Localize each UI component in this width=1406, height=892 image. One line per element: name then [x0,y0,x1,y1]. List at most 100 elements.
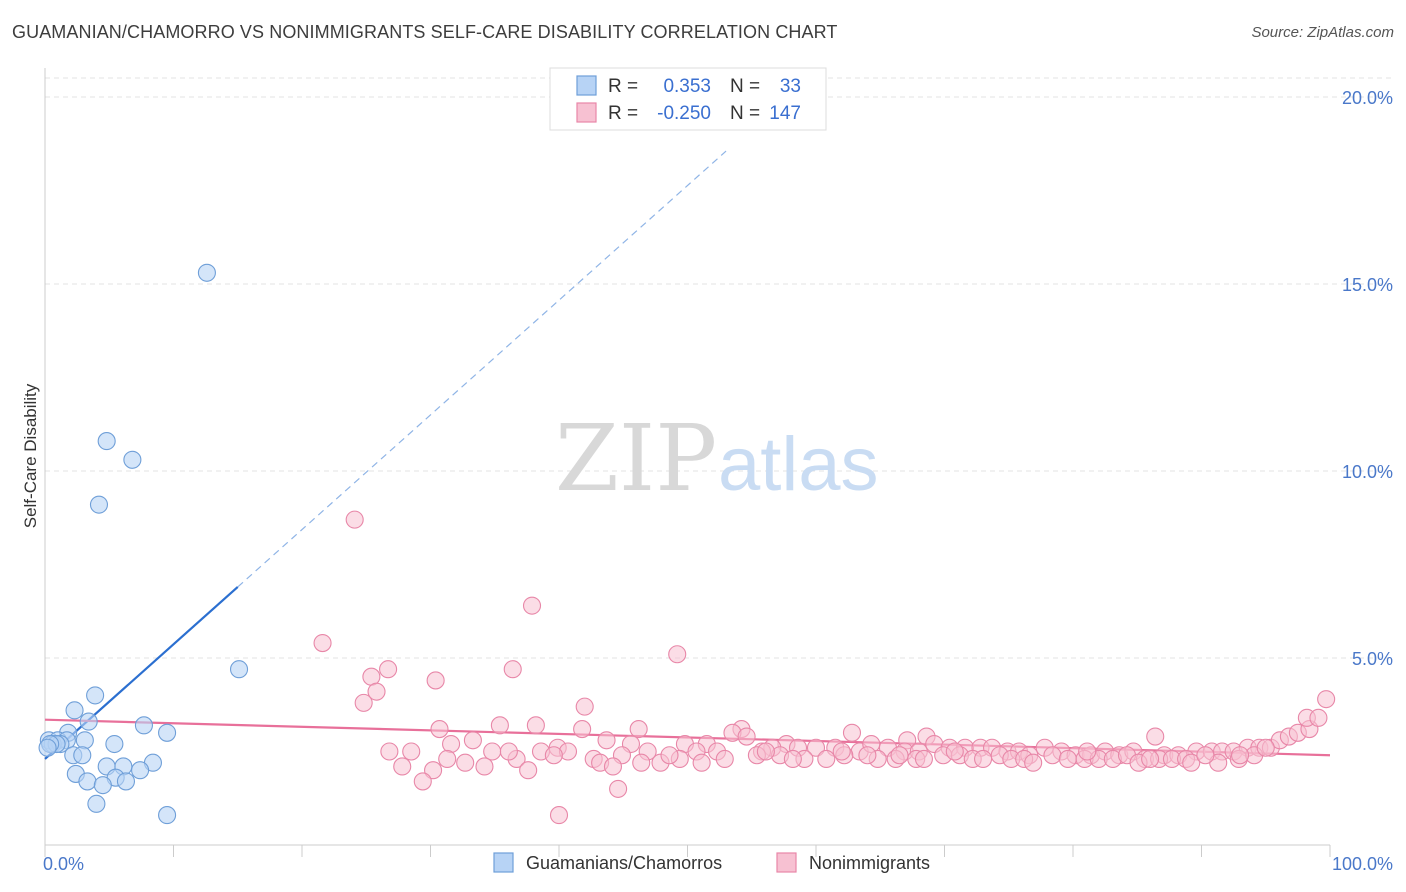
nonimmigrants-point-14 [573,720,592,739]
nonimmigrants-point-72 [402,742,421,761]
nonimmigrants-point-24 [463,731,482,750]
guamanian-trend-line [44,586,239,760]
legend-n-value-2: 147 [769,103,801,124]
watermark-zip: ZIP [555,405,717,512]
nonimmigrants-point-135 [973,749,993,769]
guamanian-point-7 [79,712,98,731]
legend-swatch-blue [576,75,597,96]
grid-lines [45,77,1395,659]
legend-r-label-2: R = [608,103,638,124]
nonimmigrants-point-73 [456,753,475,772]
nonimmigrants-point-84 [715,749,734,769]
guamanian-point-19 [105,734,124,754]
legend-bottom-swatch-blue [493,852,514,873]
nonimmigrants-point-3 [668,645,687,664]
nonimmigrants-point-87 [817,749,836,769]
x-tick-label-0: 0.0% [43,854,84,874]
nonimmigrants-point-70 [1309,708,1328,727]
nonimmigrants-point-144 [549,806,569,825]
nonimmigrants-point-121 [544,746,563,765]
watermark: ZIP atlas [555,405,879,512]
nonimmigrants-point-113 [499,742,518,761]
y-tick-label-1: 10.0% [1342,462,1393,482]
guamanian-point-30 [116,772,136,791]
nonimmigrants-point-141 [1256,738,1275,757]
nonimmigrants-point-71 [1317,690,1336,709]
nonimmigrants-point-4 [379,660,398,679]
guamanian-point-14 [75,731,94,750]
nonimmigrants-point-1 [522,596,542,615]
guamanian-point-29 [78,772,97,791]
guamanian-point-5 [86,686,105,705]
nonimmigrants-point-112 [483,742,502,761]
legend-n-label-2: N = [730,103,760,124]
y-tick-label-2: 15.0% [1342,275,1393,295]
x-tick-label-1: 100.0% [1332,854,1393,874]
nonimmigrants-point-120 [519,761,538,780]
nonimmigrants-point-137 [1078,742,1097,761]
nonimmigrants-point-128 [756,742,775,761]
nonimmigrants-point-115 [438,749,457,769]
nonimmigrants-point-117 [393,757,412,776]
y-axis-label: Self-Care Disability [21,383,40,528]
nonimmigrants-point-131 [858,746,877,765]
nonimmigrants-point-119 [475,757,494,776]
nonimmigrants-point-123 [603,757,623,776]
source-label: Source: ZipAtlas.com [1251,24,1394,41]
nonimmigrants-point-11 [490,716,509,735]
nonimmigrants-point-2 [313,633,332,653]
watermark-atlas: atlas [718,422,879,507]
nonimmigrants-point-12 [526,716,545,735]
legend-n-value-1: 33 [780,76,801,97]
nonimmigrants-point-133 [914,749,933,769]
nonimmigrants-point-20 [842,723,862,742]
nonimmigrants-point-22 [1146,727,1165,746]
legend-r-value-1: 0.353 [663,76,711,97]
legend-bottom-swatch-pink [776,852,797,873]
nonimmigrants-point-7 [426,671,445,690]
nonimmigrants-point-5 [503,660,522,679]
nonimmigrants-point-8 [367,682,386,701]
nonimmigrants-point-10 [575,697,594,716]
nonimmigrants-point-129 [783,749,802,769]
nonimmigrants-point-126 [692,753,711,772]
guamanian-point-8 [134,716,153,735]
legend-bottom-label-nonimmigrants: Nonimmigrants [809,853,930,873]
legend-series: Guamanians/Chamorros Nonimmigrants [493,852,930,873]
nonimmigrants-point-98 [1043,746,1062,765]
nonimmigrants-point-114 [442,734,461,754]
nonimmigrants-point-136 [1024,753,1043,772]
x-tick-labels: 0.0% 100.0% [43,854,1393,874]
guamanian-point-0 [197,263,216,282]
nonimmigrants-point-23 [597,731,616,750]
guamanian-point-1 [97,432,116,451]
y-tick-label-3: 20.0% [1342,88,1393,108]
page-title: GUAMANIAN/CHAMORRO VS NONIMMIGRANTS SELF… [12,22,838,42]
nonimmigrants-point-138 [1141,749,1160,769]
nonimmigrants-point-143 [609,779,628,798]
nonimmigrants-point-118 [424,761,443,780]
guamanian-point-22 [73,746,92,765]
nonimmigrants-point-15 [629,720,648,739]
legend-r-value-2: -0.250 [657,103,711,124]
nonimmigrants-point-134 [945,742,964,761]
y-tick-label-0: 5.0% [1352,649,1393,669]
nonimmigrants-point-142 [413,772,432,791]
y-tick-labels: 5.0% 10.0% 15.0% 20.0% [1342,88,1393,669]
guamanian-point-6 [65,701,84,720]
guamanian-point-26 [131,761,150,780]
nonimmigrants-point-108 [1182,753,1201,772]
guamanian-trend-extension [237,150,727,588]
guamanian-point-31 [93,776,112,795]
nonimmigrants-point-140 [1231,746,1250,765]
nonimmigrants-point-13 [430,720,449,739]
nonimmigrants-point-125 [660,746,679,765]
guamanian-point-33 [158,806,177,825]
nonimmigrants-point-139 [1196,746,1215,765]
nonimmigrants-point-99 [1058,749,1077,769]
nonimmigrants-point-124 [632,753,651,772]
guamanian-point-2 [123,450,142,469]
guamanian-point-3 [89,495,109,514]
guamanian-points [38,263,249,825]
